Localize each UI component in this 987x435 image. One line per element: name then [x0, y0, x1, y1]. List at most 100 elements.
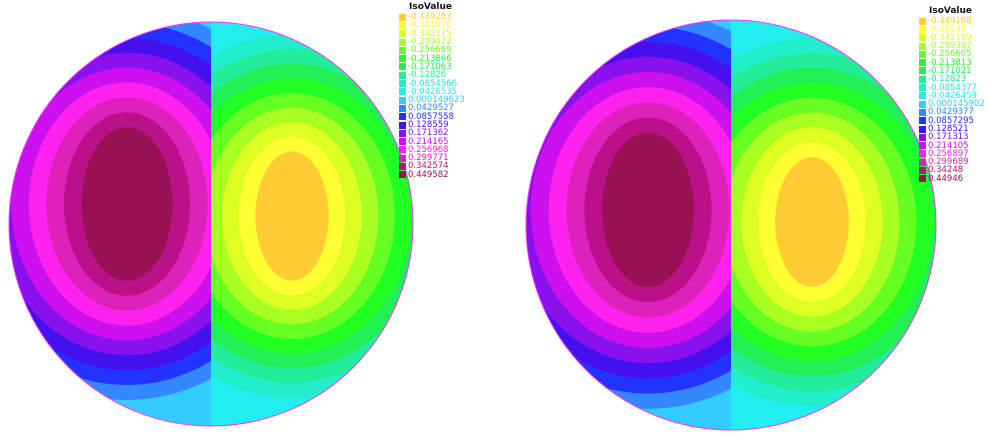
legend-entry: -0.342275 [399, 28, 465, 39]
legend-swatch [399, 154, 406, 162]
legend-entry: -0.299472 [399, 38, 465, 46]
legend-entry: -0.299397 [919, 42, 985, 50]
legend-entry: -0.0426535 [399, 88, 465, 96]
legend-rows: -0.449283 -0.385076 -0.342275 -0.299472 -0.2… [399, 13, 465, 179]
iso-band-neg-0 [255, 151, 329, 281]
legend-entry: 0.44946 [919, 175, 985, 183]
legend-swatch [399, 38, 406, 46]
legend-swatch [399, 104, 406, 112]
legend-swatch [919, 84, 926, 92]
legend-value: 0.299771 [408, 153, 449, 164]
legend-value: -0.0854566 [408, 78, 458, 89]
legend-entry: -0.213866 [399, 53, 465, 64]
legend-entry: 0.214105 [919, 140, 985, 151]
legend-entry: -0.0426459 [919, 92, 985, 100]
legend-entry: -0.342189 [919, 32, 985, 43]
legend-swatch [919, 59, 926, 67]
legend-swatch [399, 138, 406, 146]
legend-entry: 0.000149623 [399, 96, 465, 104]
legend-entry: -0.38538 [919, 25, 985, 34]
legend-swatch [919, 108, 926, 116]
legend-value: -0.0426459 [928, 90, 978, 101]
legend-swatch [919, 75, 926, 83]
legend-value: 0.000149623 [408, 95, 465, 106]
legend-entry: 0.171313 [919, 132, 985, 143]
legend-value: -0.213866 [408, 53, 452, 64]
legend-entry: 0.34248 [919, 165, 985, 176]
legend-value: 0.299689 [928, 157, 969, 168]
legend-entry: -0.449283 [399, 13, 465, 21]
legend-entry: 0.299771 [399, 154, 465, 162]
legend-value: 0.449582 [408, 169, 449, 180]
legend-value: -0.449283 [408, 12, 452, 23]
disk-outline [8, 21, 414, 427]
legend-entry: 0.000145902 [919, 100, 985, 108]
legend-value: -0.449168 [928, 16, 972, 27]
legend-value: -0.342275 [408, 28, 452, 39]
legend-swatch [399, 121, 406, 129]
legend-title: IsoValue [929, 6, 973, 16]
legend-entry: -0.0854566 [399, 78, 465, 89]
legend-swatch [399, 88, 406, 96]
legend-entry: 0.256968 [399, 146, 465, 154]
legend-entry: 0.128559 [399, 121, 465, 129]
legend-swatch [919, 25, 926, 33]
legend-swatch [399, 63, 406, 71]
legend-entry: -0.12826 [399, 71, 465, 79]
legend-swatch [399, 129, 406, 137]
legend-swatch [919, 42, 926, 50]
legend-value: 0.0429377 [928, 107, 974, 118]
legend-value: 0.44946 [928, 173, 964, 184]
legend-swatch [919, 142, 926, 150]
iso-band-pos-19 [602, 132, 694, 288]
legend-entry: -0.256669 [399, 45, 465, 56]
legend-swatch [919, 67, 926, 75]
legend-entry: 0.0429527 [399, 104, 465, 113]
legend-value: -0.342189 [928, 32, 972, 43]
legend-entry: 0.0429377 [919, 107, 985, 118]
legend-value: 0.171313 [928, 132, 969, 143]
legend-entry: -0.171063 [399, 63, 465, 71]
legend-entry: 0.449582 [399, 171, 465, 179]
left-disk-plot [8, 21, 414, 427]
legend-entry: 0.0857295 [919, 115, 985, 126]
legend-swatch [919, 100, 926, 108]
right-disk-plot [525, 19, 937, 431]
legend-title: IsoValue [409, 2, 453, 12]
legend-swatch [399, 46, 406, 54]
legend-swatch [919, 117, 926, 125]
legend-value: 0.171362 [408, 128, 449, 139]
legend-value: -0.385076 [408, 20, 452, 31]
legend-value: -0.171021 [928, 65, 972, 76]
legend-entry: -0.449168 [919, 17, 985, 25]
legend-swatch [919, 175, 926, 183]
iso-band-neg-0 [775, 157, 849, 287]
right-isovalue-legend: IsoValue -0.449168 -0.38538 -0.342189 -0.29… [919, 6, 985, 183]
legend-entry: 0.342574 [399, 162, 465, 171]
legend-value: -0.0854377 [928, 82, 978, 93]
legend-value: 0.34248 [928, 165, 964, 176]
legend-swatch [399, 13, 406, 21]
legend-swatch [919, 92, 926, 100]
legend-value: 0.214105 [928, 140, 969, 151]
legend-value: 0.000145902 [928, 99, 985, 110]
legend-swatch [399, 80, 406, 88]
legend-value: 0.0857558 [408, 111, 454, 122]
legend-swatch [399, 146, 406, 154]
legend-entry: -0.171021 [919, 67, 985, 75]
legend-entry: 0.299689 [919, 158, 985, 166]
legend-rows: -0.449168 -0.38538 -0.342189 -0.299397 -0.25… [919, 17, 985, 183]
legend-swatch [919, 50, 926, 58]
legend-swatch [399, 96, 406, 104]
legend-value: -0.299472 [408, 37, 452, 48]
legend-swatch [919, 133, 926, 141]
legend-swatch [399, 171, 406, 179]
legend-entry: -0.385076 [399, 20, 465, 31]
legend-entry: 0.0857558 [399, 111, 465, 122]
legend-value: -0.256669 [408, 45, 452, 56]
legend-swatch [399, 162, 406, 170]
legend-value: 0.0857295 [928, 115, 974, 126]
legend-swatch [399, 55, 406, 63]
iso-band-pos-19 [81, 127, 173, 281]
legend-swatch [399, 113, 406, 121]
